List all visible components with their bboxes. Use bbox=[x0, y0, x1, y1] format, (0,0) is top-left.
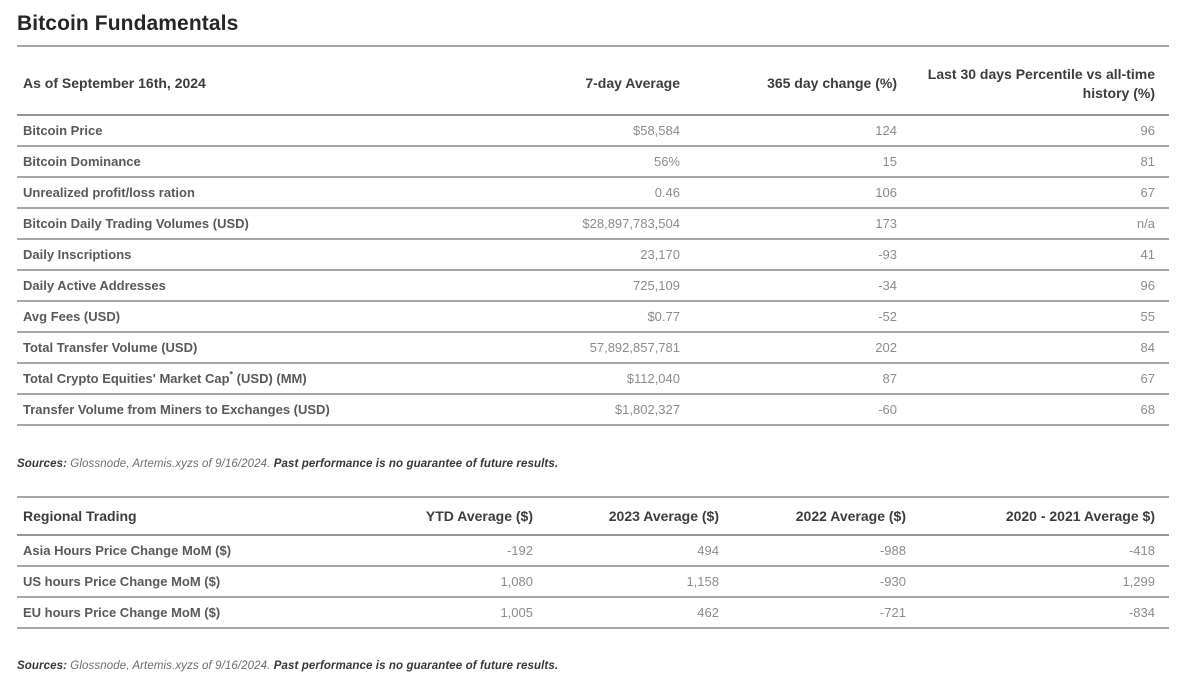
regional-trading-table: Regional Trading YTD Average ($) 2023 Av… bbox=[17, 496, 1169, 629]
cell-change: -93 bbox=[694, 239, 911, 271]
cell-avg: $28,897,783,504 bbox=[517, 208, 694, 240]
row-label: Bitcoin Daily Trading Volumes (USD) bbox=[17, 208, 517, 240]
column-header-regional-trading: Regional Trading bbox=[17, 496, 377, 536]
cell-avg: $112,040 bbox=[517, 363, 694, 395]
cell-y2023: 462 bbox=[547, 597, 733, 629]
cell-avg: $58,584 bbox=[517, 115, 694, 147]
cell-ytd: 1,005 bbox=[377, 597, 547, 629]
cell-change: -60 bbox=[694, 394, 911, 426]
column-header-ytd-average: YTD Average ($) bbox=[377, 496, 547, 536]
fundamentals-source-note: Sources: Glossnode, Artemis.xyzs of 9/16… bbox=[17, 458, 1169, 470]
cell-percentile: 55 bbox=[911, 301, 1169, 333]
sources-label: Sources: bbox=[17, 458, 68, 470]
table-row: Daily Inscriptions 23,170 -93 41 bbox=[17, 239, 1169, 271]
table-row: Avg Fees (USD) $0.77 -52 55 bbox=[17, 301, 1169, 333]
row-label: Bitcoin Price bbox=[17, 115, 517, 147]
table-row: Bitcoin Dominance 56% 15 81 bbox=[17, 146, 1169, 178]
cell-percentile: 96 bbox=[911, 270, 1169, 302]
cell-avg: 0.46 bbox=[517, 177, 694, 209]
table-row: Total Crypto Equities' Market Cap* (USD)… bbox=[17, 363, 1169, 395]
cell-y2020_2021: -834 bbox=[920, 597, 1169, 629]
column-header-2020-2021-average: 2020 - 2021 Average $) bbox=[920, 496, 1169, 536]
cell-ytd: 1,080 bbox=[377, 566, 547, 598]
table-row: Transfer Volume from Miners to Exchanges… bbox=[17, 394, 1169, 426]
cell-percentile: 84 bbox=[911, 332, 1169, 364]
cell-avg: 56% bbox=[517, 146, 694, 178]
row-label: Bitcoin Dominance bbox=[17, 146, 517, 178]
row-label: Unrealized profit/loss ration bbox=[17, 177, 517, 209]
row-label: Total Crypto Equities' Market Cap* (USD)… bbox=[17, 363, 517, 395]
cell-avg: 57,892,857,781 bbox=[517, 332, 694, 364]
table-row: Daily Active Addresses 725,109 -34 96 bbox=[17, 270, 1169, 302]
table-row: US hours Price Change MoM ($) 1,080 1,158-… bbox=[17, 566, 1169, 598]
cell-percentile: 81 bbox=[911, 146, 1169, 178]
cell-avg: $0.77 bbox=[517, 301, 694, 333]
cell-percentile: n/a bbox=[911, 208, 1169, 240]
cell-percentile: 68 bbox=[911, 394, 1169, 426]
row-label: Transfer Volume from Miners to Exchanges… bbox=[17, 394, 517, 426]
cell-change: 15 bbox=[694, 146, 911, 178]
row-label: US hours Price Change MoM ($) bbox=[17, 566, 377, 598]
cell-change: 124 bbox=[694, 115, 911, 147]
cell-change: 173 bbox=[694, 208, 911, 240]
cell-y2022: -930 bbox=[733, 566, 920, 598]
cell-avg: 725,109 bbox=[517, 270, 694, 302]
regional-header-row: Regional Trading YTD Average ($) 2023 Av… bbox=[17, 496, 1169, 536]
row-label: EU hours Price Change MoM ($) bbox=[17, 597, 377, 629]
cell-change: 202 bbox=[694, 332, 911, 364]
sources-body: Glossnode, Artemis.xyzs of 9/16/2024. bbox=[67, 458, 274, 470]
row-label: Daily Active Addresses bbox=[17, 270, 517, 302]
column-header-30day-percentile: Last 30 days Percentile vs all-time hist… bbox=[911, 53, 1169, 116]
cell-percentile: 96 bbox=[911, 115, 1169, 147]
sources-disclaimer: Past performance is no guarantee of futu… bbox=[273, 660, 559, 672]
table-row: Unrealized profit/loss ration 0.46 106 67 bbox=[17, 177, 1169, 209]
row-label: Asia Hours Price Change MoM ($) bbox=[17, 535, 377, 567]
cell-y2022: -988 bbox=[733, 535, 920, 567]
column-header-as-of-date: As of September 16th, 2024 bbox=[17, 53, 517, 116]
column-header-365day-change: 365 day change (%) bbox=[694, 53, 911, 116]
sources-label: Sources: bbox=[17, 660, 68, 672]
cell-avg: 23,170 bbox=[517, 239, 694, 271]
table-row: Bitcoin Daily Trading Volumes (USD) $28,8… bbox=[17, 208, 1169, 240]
column-header-7day-average: 7-day Average bbox=[517, 53, 694, 116]
column-header-2022-average: 2022 Average ($) bbox=[733, 496, 920, 536]
fundamentals-header-row: As of September 16th, 2024 7-day Average… bbox=[17, 53, 1169, 116]
column-header-2023-average: 2023 Average ($) bbox=[547, 496, 733, 536]
table-row: Bitcoin Price $58,584 124 96 bbox=[17, 115, 1169, 147]
table-row: EU hours Price Change MoM ($) 1,005 462 -72… bbox=[17, 597, 1169, 629]
row-label: Avg Fees (USD) bbox=[17, 301, 517, 333]
cell-percentile: 67 bbox=[911, 363, 1169, 395]
row-label: Total Transfer Volume (USD) bbox=[17, 332, 517, 364]
sources-body: Glossnode, Artemis.xyzs of 9/16/2024. bbox=[67, 660, 274, 672]
cell-change: 106 bbox=[694, 177, 911, 209]
cell-y2023: 494 bbox=[547, 535, 733, 567]
cell-change: -34 bbox=[694, 270, 911, 302]
page-title: Bitcoin Fundamentals bbox=[17, 10, 1169, 47]
table-row: Total Transfer Volume (USD) 57,892,857,78… bbox=[17, 332, 1169, 364]
report-page: Bitcoin Fundamentals As of September 16t… bbox=[17, 10, 1169, 672]
cell-avg: $1,802,327 bbox=[517, 394, 694, 426]
cell-change: -52 bbox=[694, 301, 911, 333]
fundamentals-table: As of September 16th, 2024 7-day Average… bbox=[17, 53, 1169, 426]
table-row: Asia Hours Price Change MoM ($) -192 494 -9… bbox=[17, 535, 1169, 567]
regional-source-note: Sources: Glossnode, Artemis.xyzs of 9/16… bbox=[17, 660, 1169, 672]
row-label: Daily Inscriptions bbox=[17, 239, 517, 271]
cell-change: 87 bbox=[694, 363, 911, 395]
cell-y2020_2021: -418 bbox=[920, 535, 1169, 567]
cell-percentile: 67 bbox=[911, 177, 1169, 209]
cell-y2020_2021: 1,299 bbox=[920, 566, 1169, 598]
cell-y2023: 1,158 bbox=[547, 566, 733, 598]
cell-y2022: -721 bbox=[733, 597, 920, 629]
footnote-asterisk: * bbox=[229, 369, 234, 380]
cell-ytd: -192 bbox=[377, 535, 547, 567]
sources-disclaimer: Past performance is no guarantee of futu… bbox=[273, 458, 559, 470]
cell-percentile: 41 bbox=[911, 239, 1169, 271]
